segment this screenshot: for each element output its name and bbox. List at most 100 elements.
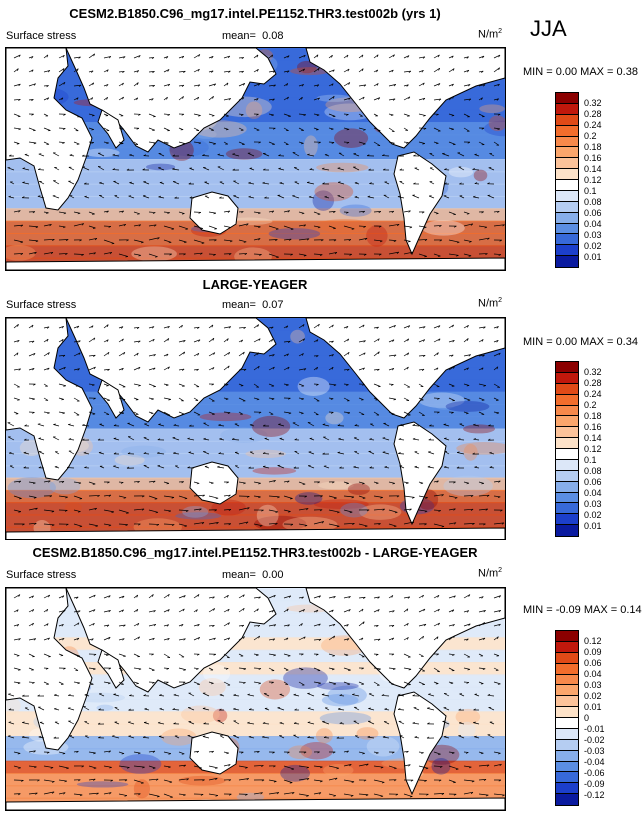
colorbar-label: 0.02 bbox=[584, 241, 602, 251]
panel-3-units: N/m2 bbox=[478, 567, 503, 580]
colorbar-label: 0.18 bbox=[584, 142, 602, 152]
colorbar-swatch bbox=[556, 383, 578, 395]
colorbar-swatch bbox=[556, 503, 578, 515]
panel-2-map bbox=[5, 317, 506, 540]
panel-3-map bbox=[5, 587, 506, 811]
colorbar-swatch bbox=[556, 459, 578, 471]
colorbar-swatch bbox=[556, 201, 578, 213]
colorbar-label: 0.01 bbox=[584, 521, 602, 531]
colorbar-label: 0.03 bbox=[584, 499, 602, 509]
colorbar-swatch bbox=[556, 256, 578, 267]
colorbar-label: 0.06 bbox=[584, 658, 602, 668]
colorbar-label: 0.04 bbox=[584, 669, 602, 679]
colorbar-label: -0.03 bbox=[584, 746, 605, 756]
colorbar-swatch bbox=[556, 125, 578, 137]
colorbar-swatch bbox=[556, 641, 578, 653]
colorbar-swatch bbox=[556, 394, 578, 406]
colorbar-label: 0.1 bbox=[584, 186, 597, 196]
panel-1-title: CESM2.B1850.C96_mg17.intel.PE1152.THR3.t… bbox=[69, 6, 441, 21]
colorbar-label: -0.06 bbox=[584, 768, 605, 778]
colorbar-swatch bbox=[556, 245, 578, 257]
colorbar-label: 0.28 bbox=[584, 378, 602, 388]
colorbar-label: 0.12 bbox=[584, 444, 602, 454]
panel-2-var-label: Surface stress bbox=[6, 299, 77, 311]
colorbar-label: 0.32 bbox=[584, 98, 602, 108]
colorbar-label: 0.16 bbox=[584, 153, 602, 163]
colorbar-swatch bbox=[556, 190, 578, 202]
colorbar-label: 0.2 bbox=[584, 131, 597, 141]
colorbar-label: 0.08 bbox=[584, 466, 602, 476]
colorbar-label: 0.14 bbox=[584, 164, 602, 174]
colorbar-label: 0.02 bbox=[584, 510, 602, 520]
colorbar-label: 0.24 bbox=[584, 389, 602, 399]
panel-1-minmax: MIN = 0.00 MAX = 0.38 bbox=[523, 66, 638, 78]
colorbar-swatch bbox=[556, 696, 578, 708]
colorbar-swatch bbox=[556, 136, 578, 148]
colorbar-label: 0.32 bbox=[584, 367, 602, 377]
colorbar-swatch bbox=[556, 525, 578, 536]
colorbar-label: 0.16 bbox=[584, 422, 602, 432]
colorbar-swatch bbox=[556, 114, 578, 126]
panel-1-units: N/m2 bbox=[478, 28, 503, 41]
panel-3-title: CESM2.B1850.C96_mg17.intel.PE1152.THR3.t… bbox=[32, 545, 478, 560]
panel-2-minmax: MIN = 0.00 MAX = 0.34 bbox=[523, 336, 638, 348]
colorbar-label: 0.06 bbox=[584, 477, 602, 487]
panel-2-mean: mean= 0.07 bbox=[222, 299, 284, 311]
colorbar-swatch bbox=[556, 685, 578, 697]
colorbar-swatch bbox=[556, 362, 578, 373]
colorbar-swatch bbox=[556, 449, 578, 460]
colorbar-swatch bbox=[556, 674, 578, 686]
colorbar-swatch bbox=[556, 438, 578, 449]
panel-2-units: N/m2 bbox=[478, 297, 503, 310]
colorbar-label: 0.12 bbox=[584, 636, 602, 646]
panel-1-mean: mean= 0.08 bbox=[222, 30, 284, 42]
colorbar-swatch bbox=[556, 794, 578, 805]
panel-1-var-label: Surface stress bbox=[6, 30, 77, 42]
colorbar-label: 0.06 bbox=[584, 208, 602, 218]
colorbar-swatch bbox=[556, 663, 578, 675]
colorbar-swatch bbox=[556, 783, 578, 795]
colorbar-label: 0.04 bbox=[584, 488, 602, 498]
colorbar-swatch bbox=[556, 750, 578, 762]
colorbar-label: 0.01 bbox=[584, 702, 602, 712]
colorbar-swatch bbox=[556, 492, 578, 504]
colorbar-label: 0 bbox=[584, 713, 590, 723]
colorbar-swatch bbox=[556, 772, 578, 784]
colorbar-swatch bbox=[556, 180, 578, 191]
colorbar-label: 0.03 bbox=[584, 680, 602, 690]
colorbar-label: 0.12 bbox=[584, 175, 602, 185]
colorbar-swatch bbox=[556, 93, 578, 104]
colorbar-label: 0.24 bbox=[584, 120, 602, 130]
panel-3-mean: mean= 0.00 bbox=[222, 569, 284, 581]
colorbar-swatch bbox=[556, 158, 578, 170]
colorbar-swatch bbox=[556, 103, 578, 115]
colorbar-label: 0.28 bbox=[584, 109, 602, 119]
panel-1-map bbox=[5, 47, 506, 271]
colorbar-label: -0.01 bbox=[584, 724, 605, 734]
colorbar-swatch bbox=[556, 169, 578, 180]
season-label: JJA bbox=[530, 16, 567, 41]
colorbar-label: 0.08 bbox=[584, 197, 602, 207]
panel-1-colorbar bbox=[555, 92, 579, 268]
colorbar-swatch bbox=[556, 718, 578, 729]
colorbar-swatch bbox=[556, 416, 578, 428]
colorbar-label: 0.14 bbox=[584, 433, 602, 443]
colorbar-swatch bbox=[556, 470, 578, 482]
colorbar-label: -0.02 bbox=[584, 735, 605, 745]
colorbar-swatch bbox=[556, 652, 578, 664]
colorbar-swatch bbox=[556, 223, 578, 235]
colorbar-label: 0.18 bbox=[584, 411, 602, 421]
colorbar-swatch bbox=[556, 427, 578, 439]
panel-3-colorbar bbox=[555, 630, 579, 806]
colorbar-label: 0.09 bbox=[584, 647, 602, 657]
colorbar-label: -0.12 bbox=[584, 790, 605, 800]
colorbar-label: 0.2 bbox=[584, 400, 597, 410]
colorbar-label: 0.02 bbox=[584, 691, 602, 701]
colorbar-swatch bbox=[556, 514, 578, 526]
colorbar-swatch bbox=[556, 234, 578, 246]
panel-3-var-label: Surface stress bbox=[6, 569, 77, 581]
colorbar-label: 0.01 bbox=[584, 252, 602, 262]
colorbar-swatch bbox=[556, 728, 578, 740]
colorbar-label: 0.1 bbox=[584, 455, 597, 465]
panel-3-minmax: MIN = -0.09 MAX = 0.14 bbox=[523, 604, 642, 616]
